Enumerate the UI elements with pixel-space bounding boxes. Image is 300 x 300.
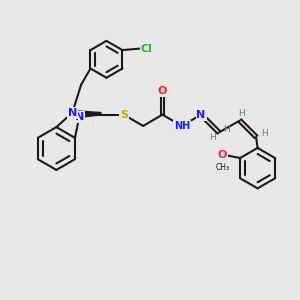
Text: N: N: [75, 112, 84, 122]
Text: H: H: [238, 109, 244, 118]
Text: Cl: Cl: [141, 44, 153, 54]
Text: NH: NH: [174, 121, 190, 131]
Text: CH₃: CH₃: [215, 163, 229, 172]
Text: H: H: [223, 125, 230, 134]
Text: S: S: [120, 110, 128, 120]
Text: N: N: [68, 108, 77, 118]
Text: N: N: [196, 110, 206, 120]
Text: O: O: [218, 150, 227, 160]
Text: H: H: [209, 133, 216, 142]
Text: O: O: [158, 86, 167, 96]
Text: H: H: [261, 130, 268, 139]
